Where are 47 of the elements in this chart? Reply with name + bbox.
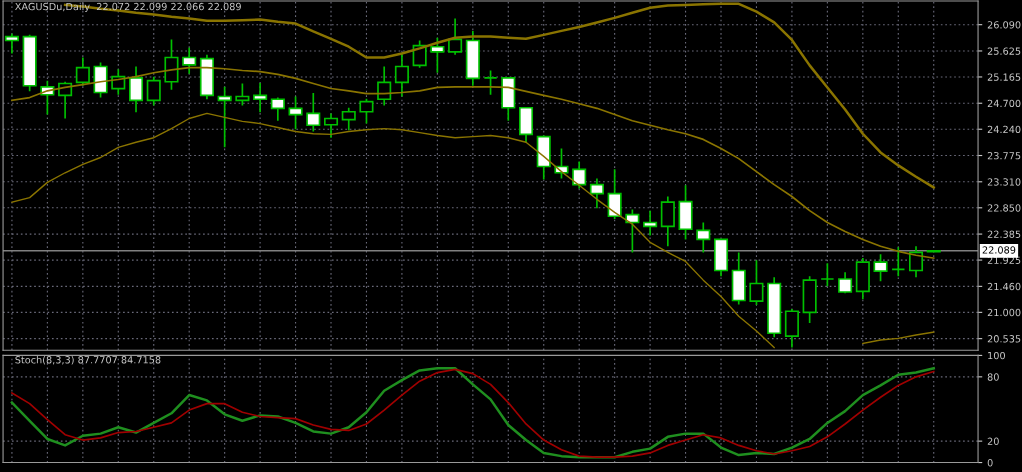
candlestick bbox=[607, 168, 622, 220]
ref-line-label: 22.089 bbox=[982, 246, 1016, 254]
y-tick-label: 21.925 bbox=[987, 256, 1021, 264]
y-tick-label: 0 bbox=[987, 459, 993, 467]
candlestick bbox=[146, 75, 161, 107]
candlestick bbox=[820, 262, 835, 288]
candlestick bbox=[75, 56, 90, 87]
y-tick-label: 25.625 bbox=[987, 47, 1021, 55]
y-tick-label: 24.240 bbox=[987, 125, 1021, 134]
candlestick bbox=[448, 17, 463, 56]
candlestick bbox=[572, 160, 587, 190]
y-tick-label: 100 bbox=[988, 351, 1005, 360]
chart-title: Stoch(8,3,3) 87.7707 84.7158 bbox=[15, 355, 161, 365]
y-tick-label: 20.535 bbox=[987, 335, 1021, 343]
y-tick-label: 23.310 bbox=[987, 178, 1021, 186]
candlestick bbox=[4, 32, 19, 55]
y-tick-label: 24.700 bbox=[987, 99, 1021, 108]
candlestick bbox=[394, 52, 409, 98]
candlestick bbox=[323, 112, 339, 139]
candlestick bbox=[128, 65, 144, 114]
candlestick bbox=[696, 221, 711, 254]
candlestick bbox=[483, 69, 498, 96]
candlestick bbox=[235, 82, 250, 107]
candlestick bbox=[643, 209, 658, 237]
y-tick-label: 21.460 bbox=[987, 282, 1021, 291]
candlestick bbox=[341, 106, 356, 132]
candlestick bbox=[288, 95, 303, 131]
candlestick bbox=[182, 47, 197, 75]
y-tick-label: 26.090 bbox=[987, 21, 1021, 29]
candlestick bbox=[359, 97, 374, 125]
candlestick bbox=[430, 36, 445, 74]
chart-title: XAGUSDu,Daily 22.072 22.099 22.066 22.089 bbox=[15, 2, 241, 13]
candlestick bbox=[306, 92, 321, 133]
y-tick-label: 20 bbox=[987, 437, 999, 445]
candlestick bbox=[749, 259, 764, 306]
y-tick-label: 25.165 bbox=[987, 73, 1021, 81]
candlestick bbox=[253, 82, 268, 114]
candlestick bbox=[891, 246, 906, 278]
y-tick-label: 80 bbox=[987, 373, 999, 381]
y-tick-label: 22.850 bbox=[987, 204, 1021, 212]
candlestick bbox=[873, 253, 888, 283]
y-tick-label: 22.385 bbox=[987, 230, 1021, 238]
y-tick-label: 21.000 bbox=[987, 308, 1021, 317]
y-tick-label: 23.775 bbox=[987, 152, 1021, 160]
candlestick bbox=[589, 177, 604, 210]
candlestick bbox=[217, 86, 232, 149]
candlestick bbox=[377, 65, 392, 107]
